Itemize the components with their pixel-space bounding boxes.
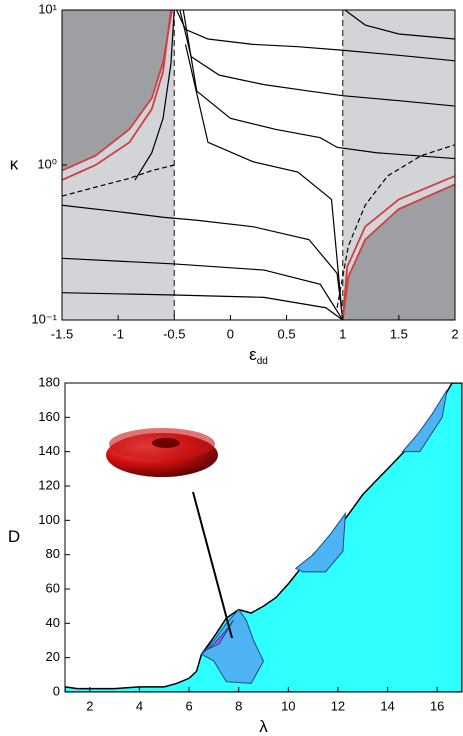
region (200, 608, 265, 684)
curve (62, 292, 344, 320)
x-axis-label-sub: dd (257, 356, 268, 367)
y-tick-label: 140 (38, 443, 60, 458)
y-tick-label: 80 (46, 546, 60, 561)
region (401, 389, 448, 453)
y-axis-label: D (8, 527, 20, 546)
x-axis-label: λ (259, 717, 268, 736)
x-tick-label: 2 (451, 326, 458, 341)
y-tick-label: 40 (46, 615, 60, 630)
torus-inset (106, 428, 233, 639)
x-tick-label: 16 (430, 698, 444, 713)
x-tick-label: 8 (235, 698, 242, 713)
x-tick-label: 6 (185, 698, 192, 713)
x-tick-label: 0 (227, 326, 234, 341)
curve (175, 10, 455, 62)
x-tick-label: 2 (86, 698, 93, 713)
curve (341, 183, 455, 320)
x-tick-label: -1.5 (51, 326, 73, 341)
y-tick-label: 60 (46, 580, 60, 595)
x-axis-label-main: λ (259, 717, 268, 736)
filled-region (62, 10, 175, 171)
x-tick-label: 1 (339, 326, 346, 341)
x-axis-label: εdd (249, 345, 268, 366)
plot-area (62, 10, 455, 320)
x-tick-label: 4 (136, 698, 143, 713)
x-tick-label: -0.5 (163, 326, 185, 341)
y-tick-label: 120 (38, 477, 60, 492)
curve (62, 257, 344, 320)
region (201, 619, 235, 655)
y-tick-label: 10⁰ (37, 156, 57, 171)
x-tick-label: 12 (331, 698, 345, 713)
region (294, 511, 346, 573)
curve (336, 144, 455, 308)
filled-region (342, 184, 455, 320)
y-tick-label: 10⁻¹ (31, 311, 57, 326)
plot-area (65, 383, 462, 692)
y-tick-label: 180 (38, 374, 60, 389)
x-axis-label-main: ε (249, 345, 257, 364)
frame (64, 382, 463, 693)
y-tick-label: 0 (53, 683, 60, 698)
top-chart: -1.5 -1 -0.5 0 0.5 1 1.5 2 10⁻¹ 10⁰ 10¹ εdd κ (10, 1, 459, 366)
curve (134, 10, 175, 181)
x-tick-label: 14 (380, 698, 394, 713)
y-axis-label: κ (10, 154, 19, 173)
x-tick-label: -1 (112, 326, 124, 341)
curve (341, 175, 455, 320)
x-tick-label: 10 (281, 698, 295, 713)
curve (182, 10, 455, 160)
curve (62, 10, 172, 181)
y-tick-label: 10¹ (38, 1, 57, 16)
x-tick-label: 1.5 (390, 326, 408, 341)
curve (184, 44, 343, 308)
y-tick-label: 160 (38, 409, 60, 424)
curve (62, 204, 344, 320)
curve (179, 10, 455, 107)
x-tick-label: 0.5 (278, 326, 296, 341)
y-tick-label: 20 (46, 649, 60, 664)
curve (344, 10, 455, 40)
y-tick-label: 100 (38, 512, 60, 527)
